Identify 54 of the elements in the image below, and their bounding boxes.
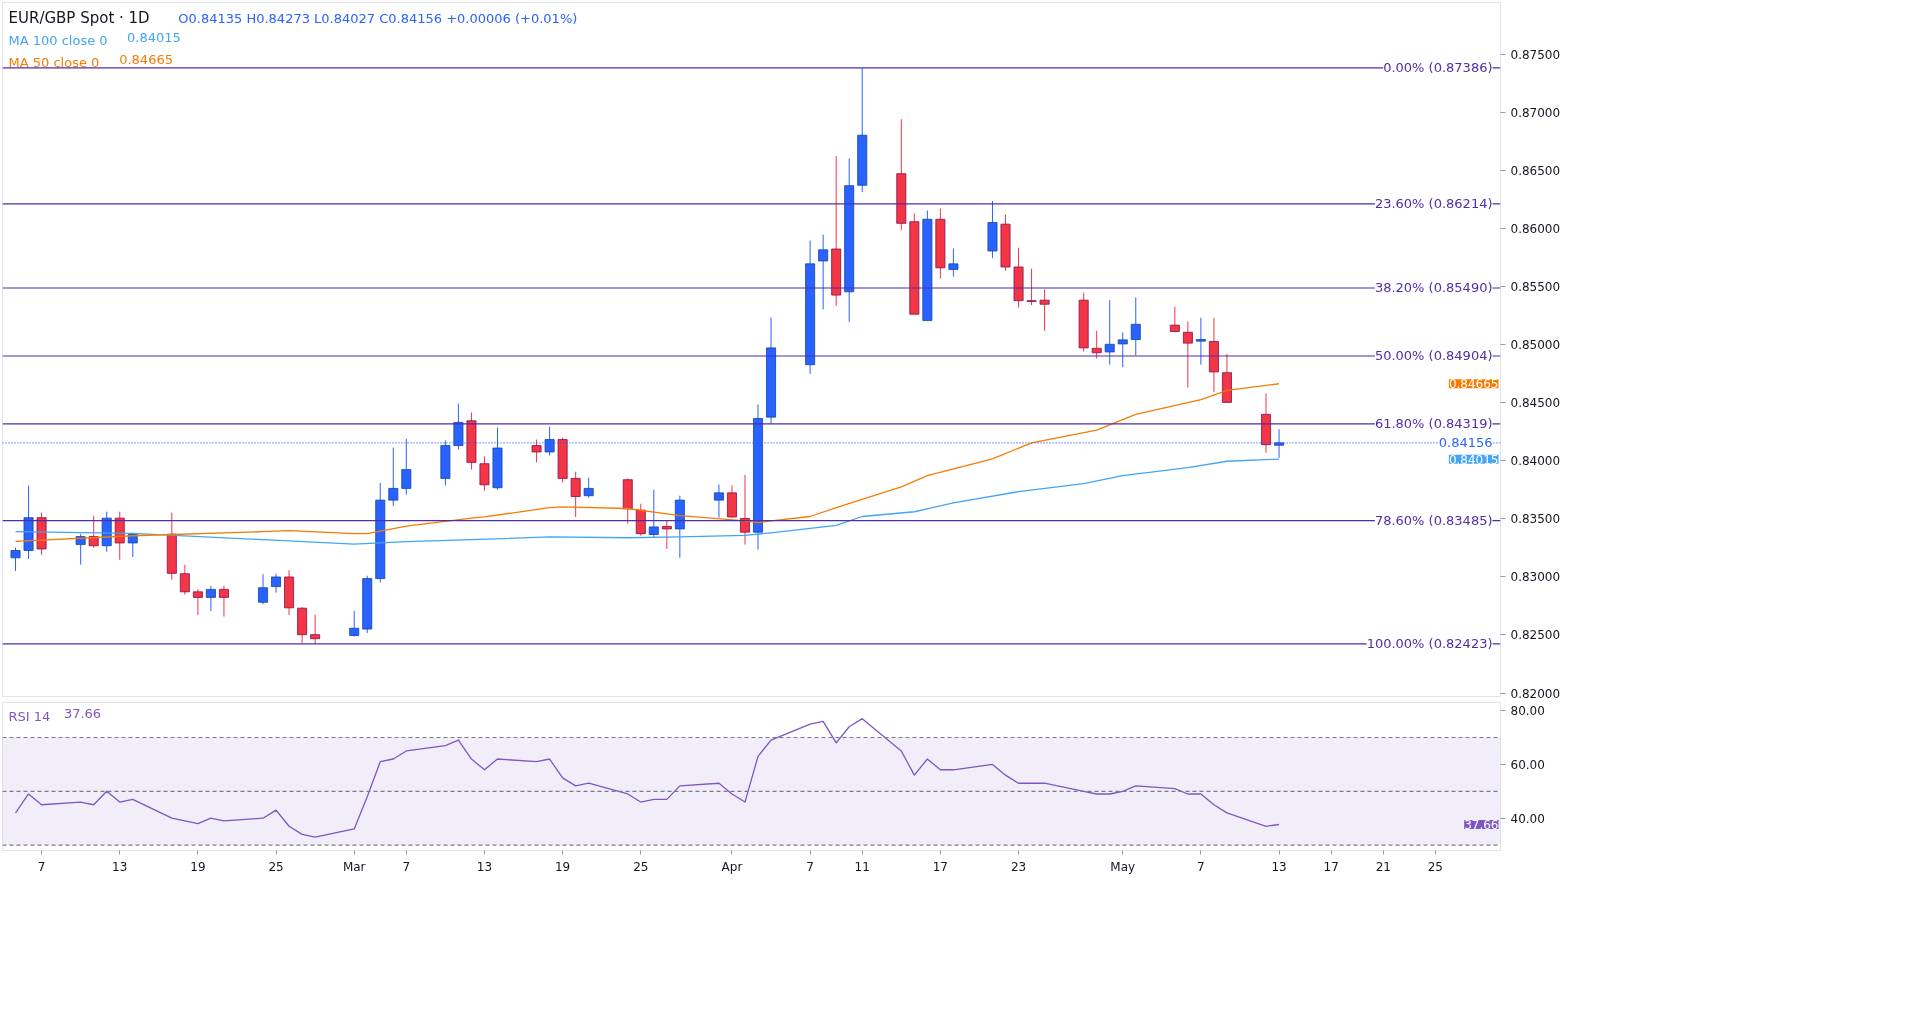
x-tick-label: 17	[1323, 859, 1339, 874]
annotation: 0.84015	[127, 29, 181, 45]
x-tick-label: 13	[1271, 859, 1287, 874]
x-tick-label: May	[1110, 859, 1136, 874]
text: RSI 14	[8, 708, 51, 724]
text: EUR/GBP Spot · 1D	[8, 8, 150, 27]
y-tick-label: 60.00	[1510, 757, 1545, 772]
x-tick-label: 17	[932, 859, 949, 874]
x-tick-label: 13	[476, 859, 493, 874]
x-tick-label: 7	[402, 859, 411, 874]
x-tick-label: 19	[554, 859, 571, 874]
y-tick-label: 40.00	[1510, 811, 1545, 826]
x-tick-label: 7	[1197, 859, 1205, 874]
y-tick-label: 0.87500	[1510, 48, 1561, 63]
x-tick-label: 19	[190, 859, 206, 874]
y-tick-label: 0.86500	[1510, 164, 1561, 179]
x-tick-label: 13	[112, 859, 128, 874]
y-tick-label: 0.82000	[1510, 686, 1561, 701]
x-tick-label: 7	[37, 859, 46, 874]
ref-line-label: 78.60% (0.83485)	[1374, 513, 1493, 529]
y-tick-label: 0.82500	[1510, 628, 1561, 643]
y-tick-label: 0.86000	[1510, 222, 1561, 237]
y-tick-label: 0.87000	[1510, 106, 1561, 121]
x-tick-label: 7	[806, 859, 814, 874]
x-tick-label: 25	[633, 859, 649, 874]
text: MA 50 close 0	[8, 54, 100, 70]
ref-line-label: 0.00% (0.87386)	[1383, 60, 1493, 76]
y-tick-label: 0.83500	[1510, 512, 1561, 527]
y-tick-label: 0.85500	[1510, 280, 1561, 295]
x-tick-label: 23	[1010, 859, 1027, 874]
x-tick-label: Apr	[721, 859, 743, 874]
x-tick-label: 11	[854, 859, 870, 874]
x-tick-label: Mar	[342, 859, 366, 874]
y-tick-label: 80.00	[1510, 704, 1545, 719]
y-tick-label: 0.84500	[1510, 396, 1561, 411]
annotation: 37.66	[63, 705, 102, 721]
annotation: 37.66	[1464, 818, 1499, 833]
x-tick-label: 25	[268, 859, 284, 874]
text: MA 100 close 0	[8, 32, 108, 48]
annotation: 0.84015	[1448, 452, 1499, 467]
ref-line-label: 0.84156	[1438, 435, 1493, 451]
x-tick-label: 25	[1427, 859, 1444, 874]
ref-line-label: 50.00% (0.84904)	[1374, 348, 1493, 364]
x-tick-label: 21	[1375, 859, 1391, 874]
ref-line-label: 100.00% (0.82423)	[1366, 636, 1493, 652]
y-tick-label: 0.83000	[1510, 570, 1561, 585]
annotation: 0.84665	[119, 51, 173, 67]
ref-line-label: 38.20% (0.85490)	[1374, 280, 1493, 296]
text: O0.84135 H0.84273 L0.84027 C0.84156 +0.00006 (+0.01%)	[178, 10, 578, 26]
annotation: 0.84665	[1448, 377, 1499, 392]
ref-line-label: 23.60% (0.86214)	[1374, 196, 1493, 212]
y-tick-label: 0.85000	[1510, 338, 1561, 353]
y-tick-label: 0.84000	[1510, 454, 1561, 469]
ref-line-label: 61.80% (0.84319)	[1374, 416, 1493, 432]
